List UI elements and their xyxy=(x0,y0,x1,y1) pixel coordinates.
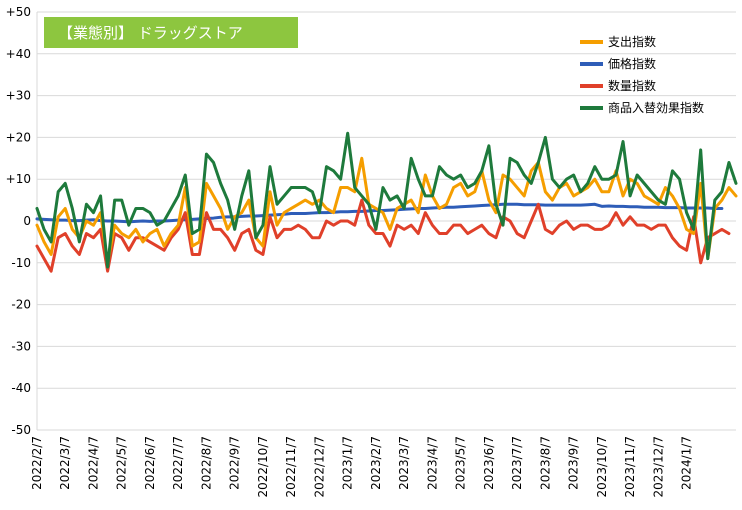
y-tick-label: -30 xyxy=(11,339,31,353)
x-tick-label: 2023/5/7 xyxy=(454,436,468,490)
x-tick-label: 2022/10/7 xyxy=(256,436,270,498)
x-tick-label: 2022/12/7 xyxy=(312,436,326,498)
y-tick-label: +50 xyxy=(6,5,31,19)
chart-title-text: 【業態別】 ドラッグストア xyxy=(58,24,243,42)
y-tick-label: +40 xyxy=(6,47,31,61)
x-tick-label: 2023/4/7 xyxy=(425,436,439,490)
y-tick-label: -40 xyxy=(11,381,31,395)
x-tick-label: 2022/9/7 xyxy=(228,436,242,490)
x-tick-label: 2024/1/7 xyxy=(680,436,694,490)
legend-item: 数量指数 xyxy=(580,78,656,93)
legend-item: 支出指数 xyxy=(580,34,656,49)
x-tick-label: 2023/9/7 xyxy=(567,436,581,490)
legend-item: 商品入替効果指数 xyxy=(580,100,704,115)
x-tick-label: 2023/2/7 xyxy=(369,436,383,490)
y-axis-ticks: +50 +40 +30 +20 +10 0 -10 -20 -30 -40 -50 xyxy=(6,5,31,437)
title-background xyxy=(44,17,298,48)
x-tick-label: 2022/8/7 xyxy=(199,436,213,490)
y-tick-label: +30 xyxy=(6,89,31,103)
legend-label: 支出指数 xyxy=(608,34,656,49)
x-tick-label: 2023/12/7 xyxy=(651,436,665,498)
x-tick-label: 2022/11/7 xyxy=(284,436,298,498)
x-tick-label: 2023/8/7 xyxy=(538,436,552,490)
grid-lines xyxy=(36,11,736,431)
legend-label: 価格指数 xyxy=(608,56,656,71)
legend-label: 数量指数 xyxy=(608,78,656,93)
x-tick-label: 2022/4/7 xyxy=(86,436,100,490)
x-tick-label: 2023/7/7 xyxy=(510,436,524,490)
y-tick-label: +20 xyxy=(6,130,31,144)
x-tick-label: 2023/6/7 xyxy=(482,436,496,490)
series-line-0 xyxy=(35,156,738,265)
chart-title: 【業態別】 ドラッグストア xyxy=(44,17,298,48)
y-tick-label: -20 xyxy=(11,298,31,312)
x-tick-label: 2022/7/7 xyxy=(171,436,185,490)
x-axis-ticks: 2022/2/7 2022/3/7 2022/4/7 2022/5/7 2022/6/7… xyxy=(30,436,694,498)
x-tick-label: 2022/2/7 xyxy=(30,436,44,490)
x-tick-label: 2022/3/7 xyxy=(58,436,72,490)
x-tick-label: 2022/6/7 xyxy=(143,436,157,490)
x-tick-label: 2023/11/7 xyxy=(623,436,637,498)
legend-item: 価格指数 xyxy=(580,56,656,71)
x-tick-label: 2023/3/7 xyxy=(397,436,411,490)
y-tick-label: +10 xyxy=(6,172,31,186)
x-tick-label: 2023/10/7 xyxy=(595,436,609,498)
series-lines xyxy=(35,131,738,273)
x-tick-label: 2023/1/7 xyxy=(341,436,355,490)
legend-label: 商品入替効果指数 xyxy=(608,100,704,115)
series-line-3 xyxy=(35,131,738,269)
y-tick-label: -50 xyxy=(11,423,31,437)
y-tick-label: -10 xyxy=(11,256,31,270)
y-tick-label: 0 xyxy=(23,214,31,228)
x-tick-label: 2022/5/7 xyxy=(115,436,129,490)
series-line-2 xyxy=(35,198,731,273)
